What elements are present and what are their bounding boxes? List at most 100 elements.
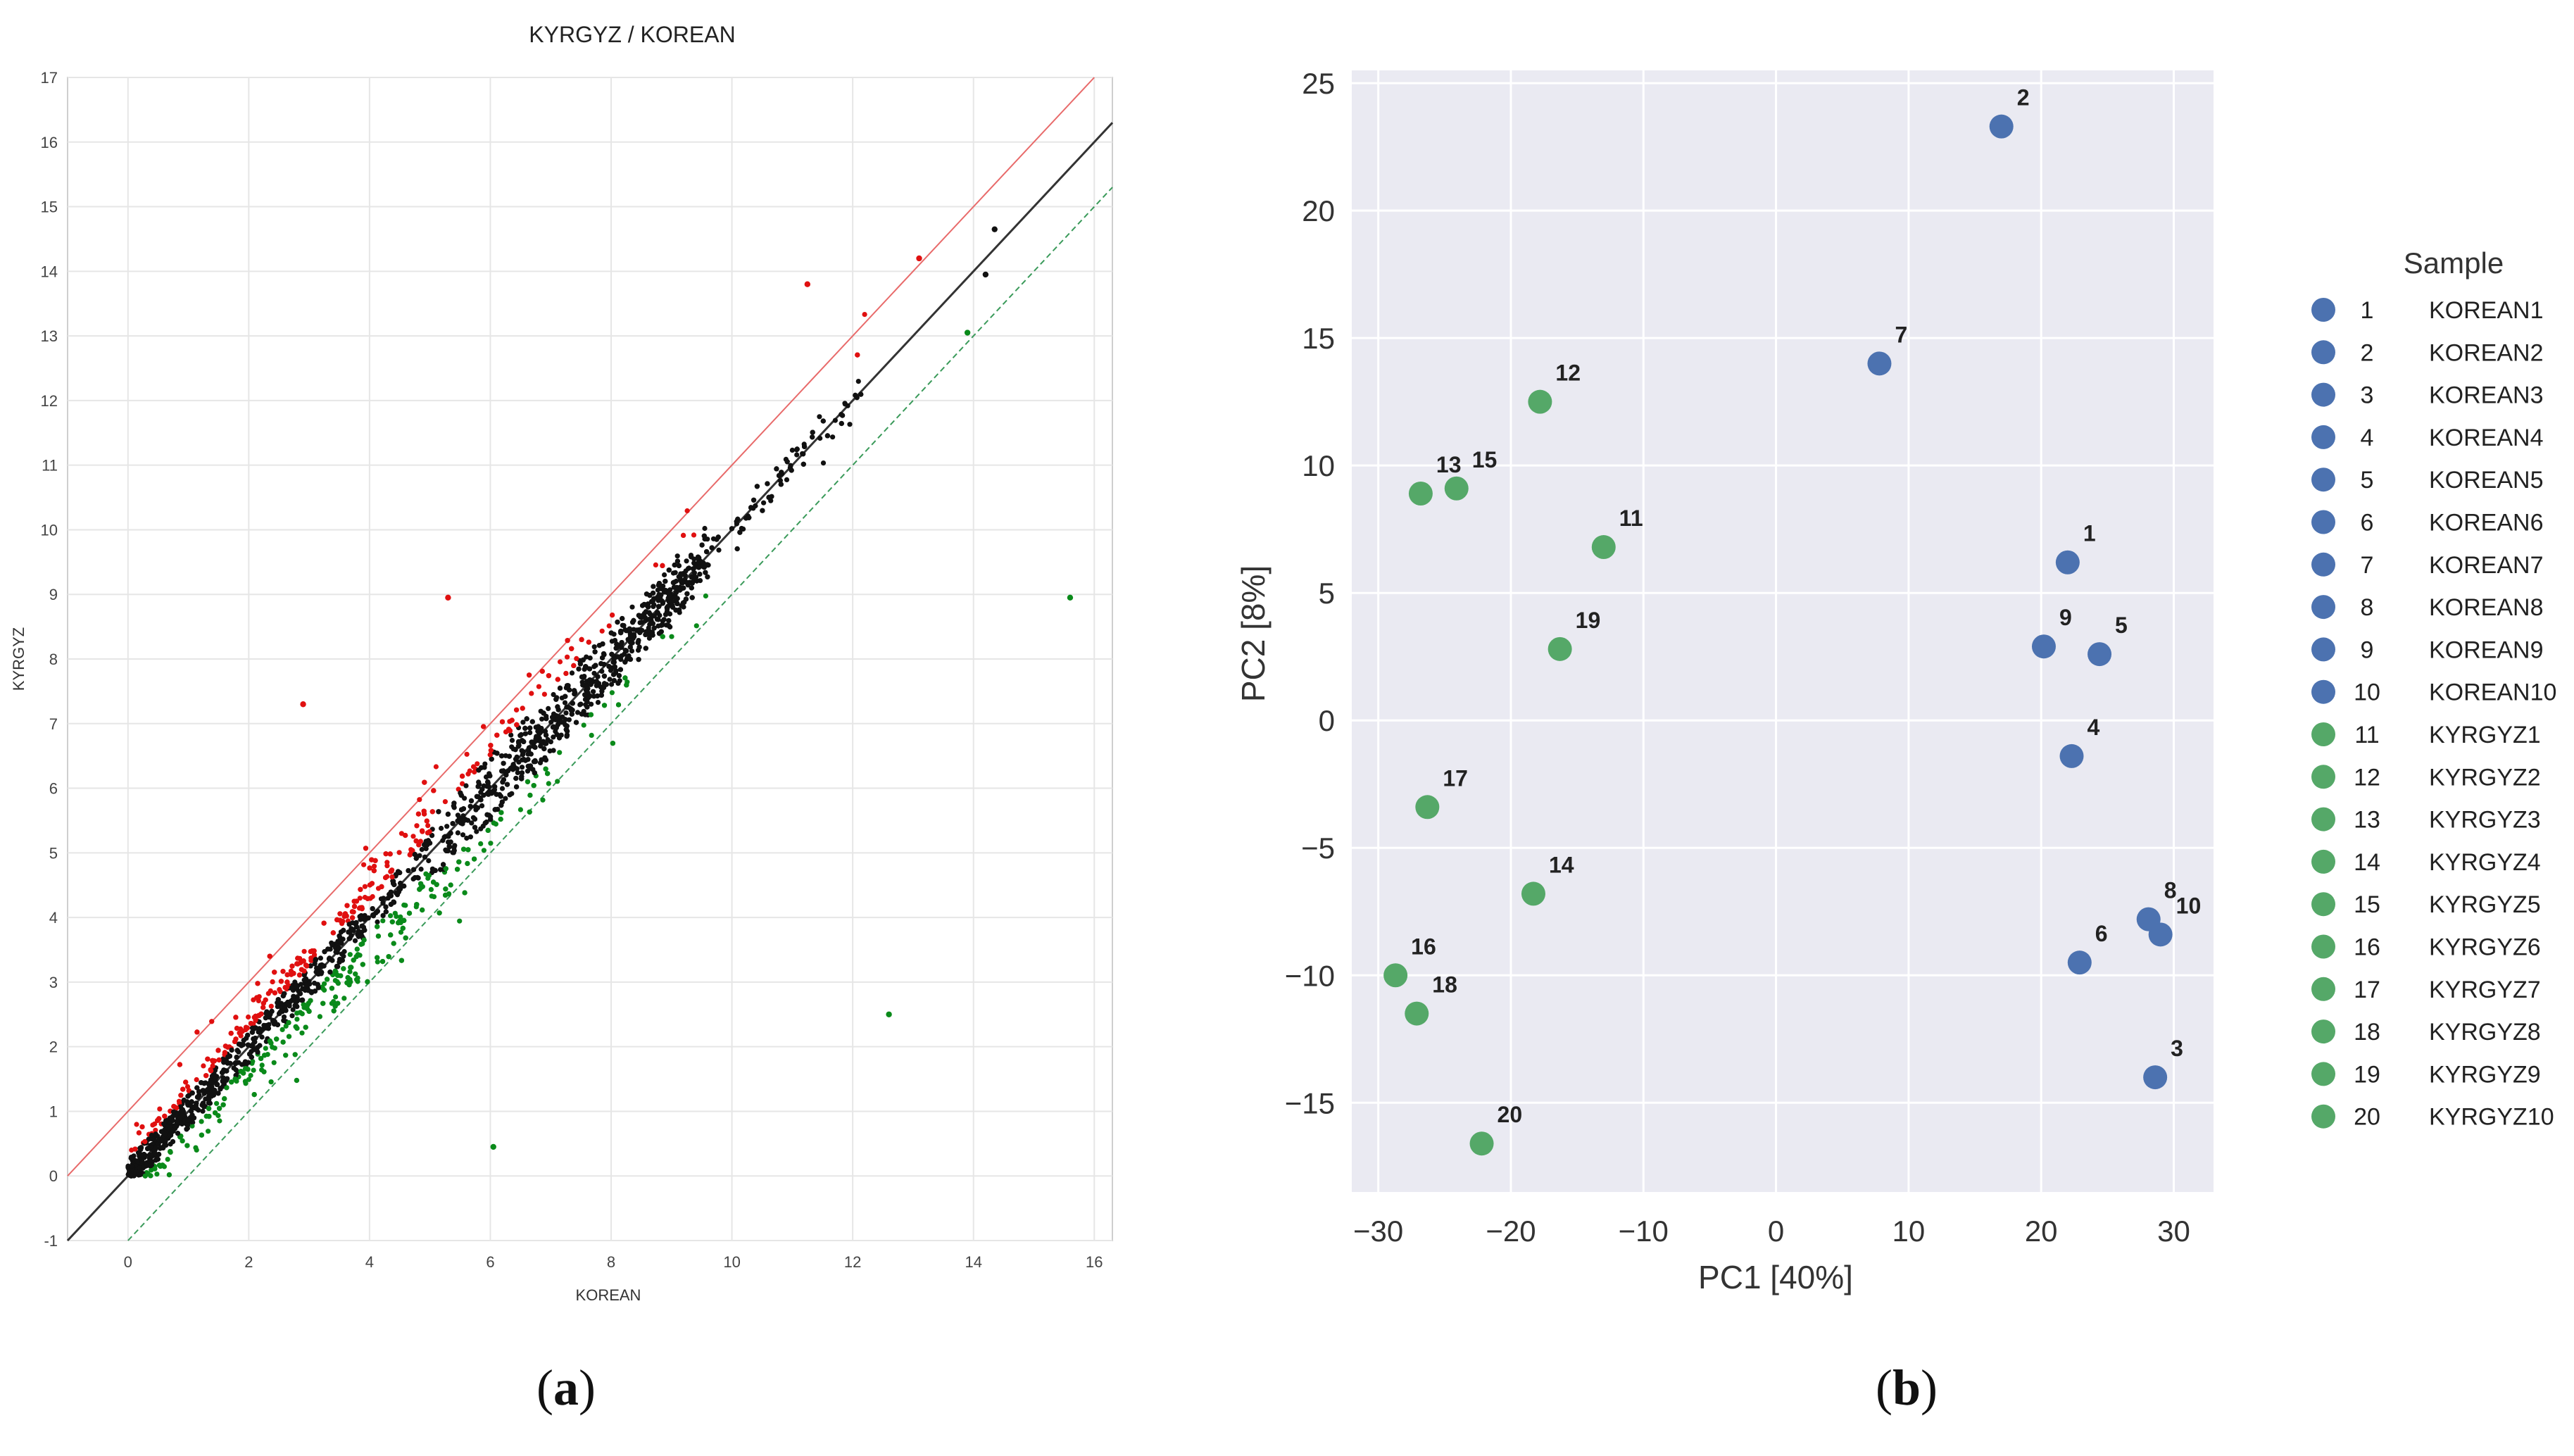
- legend-sample-number: 11: [2354, 722, 2379, 748]
- chart-a-data-point: [591, 670, 597, 676]
- chart-a-data-point: [286, 1019, 291, 1026]
- chart-a-data-point: [180, 1138, 185, 1143]
- chart-a-data-point: [295, 997, 301, 1003]
- chart-a-data-point: [610, 613, 615, 618]
- chart-a-data-point: [478, 841, 484, 846]
- chart-a-data-point: [491, 820, 496, 826]
- chart-a-data-point: [499, 786, 506, 791]
- chart-a-data-point: [443, 866, 448, 872]
- chart-a-data-point: [400, 925, 406, 931]
- chart-a-data-point: [522, 725, 528, 731]
- pca-point-korean3: [2143, 1065, 2168, 1090]
- chart-a-data-point: [296, 972, 303, 978]
- chart-a-data-point: [150, 1122, 156, 1128]
- chart-a-data-point: [223, 1058, 229, 1063]
- chart-a-y-tick-label: 1: [49, 1103, 58, 1120]
- chart-a-y-tick-label: 12: [41, 392, 58, 410]
- pca-point-kyrgyz2: [1528, 389, 1552, 414]
- chart-a-data-point: [591, 644, 597, 650]
- legend-sample-number: 10: [2354, 679, 2380, 706]
- chart-a-data-point: [529, 719, 535, 724]
- chart-a-data-point: [401, 917, 407, 923]
- chart-a-data-point: [693, 623, 699, 629]
- chart-a-data-point: [456, 786, 461, 792]
- chart-a-data-point: [333, 994, 339, 1000]
- chart-a-data-point: [259, 1034, 265, 1040]
- chart-a-data-point: [647, 629, 653, 634]
- pca-point-label: 6: [2095, 921, 2108, 946]
- chart-a-data-point: [352, 938, 358, 943]
- chart-a-data-point: [388, 932, 394, 938]
- chart-a-data-point: [189, 1090, 195, 1096]
- chart-a-y-tick-label: 13: [41, 327, 58, 345]
- legend-sample-number: 14: [2354, 849, 2380, 876]
- chart-a-data-point: [538, 743, 544, 749]
- chart-a-data-point: [557, 685, 563, 691]
- chart-a-data-point: [312, 989, 318, 994]
- chart-a-data-point: [394, 914, 399, 920]
- chart-a-data-point: [341, 953, 346, 959]
- chart-a-data-point: [418, 866, 424, 872]
- panel-b-close-paren: ): [1921, 1360, 1938, 1416]
- chart-a-data-point: [569, 711, 575, 717]
- chart-a-data-point: [540, 797, 546, 803]
- chart-a-data-point: [294, 1010, 300, 1016]
- chart-a-data-point: [588, 712, 594, 717]
- chart-a-data-point: [546, 673, 552, 679]
- chart-a-data-point: [619, 644, 624, 651]
- chart-a-data-point: [375, 919, 380, 925]
- chart-a-data-point: [629, 648, 635, 654]
- chart-b-x-tick-label: −20: [1486, 1215, 1536, 1248]
- chart-a-data-point: [391, 941, 396, 946]
- chart-a-data-point: [351, 903, 358, 909]
- chart-a-data-point: [519, 774, 525, 779]
- chart-a-data-point: [842, 401, 848, 407]
- chart-b-y-tick-label: −5: [1301, 831, 1335, 865]
- chart-a-data-point: [509, 717, 515, 723]
- panel-b-letter: b: [1892, 1360, 1921, 1416]
- chart-a-points: [125, 226, 1074, 1179]
- chart-a-data-point: [137, 1165, 142, 1171]
- chart-a-data-point: [622, 648, 629, 653]
- chart-a-data-point: [596, 643, 603, 648]
- chart-a-data-point: [476, 779, 482, 785]
- chart-a-data-point: [666, 623, 672, 629]
- chart-a-data-point: [699, 542, 705, 548]
- chart-a-data-point: [536, 724, 541, 729]
- chart-a-data-point: [260, 1005, 266, 1010]
- chart-a-data-point: [553, 696, 559, 702]
- chart-a-data-point: [420, 828, 425, 834]
- pca-point-kyrgyz10: [1469, 1131, 1494, 1156]
- chart-a-data-point: [283, 1023, 289, 1029]
- chart-a-data-point: [488, 748, 494, 753]
- chart-a-data-point: [710, 536, 717, 541]
- chart-a-data-point: [220, 1102, 226, 1107]
- chart-b-y-tick-label: −15: [1285, 1086, 1335, 1119]
- chart-a-data-point: [463, 783, 469, 789]
- chart-a-data-point: [696, 565, 702, 570]
- chart-a-data-point: [365, 896, 370, 901]
- chart-a-data-point: [481, 792, 486, 798]
- chart-a-data-point: [361, 937, 367, 943]
- chart-a-data-point: [655, 617, 661, 622]
- chart-a-data-point: [587, 655, 593, 661]
- chart-a-data-point: [599, 628, 605, 634]
- chart-a-x-tick-label: 16: [1086, 1253, 1103, 1271]
- chart-a-data-point: [268, 1003, 274, 1009]
- chart-a-data-point: [249, 1029, 255, 1035]
- chart-a-data-point: [681, 585, 686, 591]
- chart-a-data-point: [716, 547, 722, 553]
- pca-point-korean7: [1867, 351, 1892, 376]
- chart-a-data-point: [205, 1086, 211, 1093]
- chart-a-data-point: [674, 553, 680, 559]
- chart-a-data-point: [207, 1100, 213, 1106]
- chart-a-data-point: [672, 562, 677, 568]
- chart-a-data-point: [274, 1036, 280, 1042]
- legend-marker: [2311, 849, 2335, 874]
- chart-a-data-point: [386, 954, 391, 960]
- chart-a-data-point: [360, 962, 365, 967]
- chart-a-data-point: [320, 986, 325, 991]
- chart-a-data-point: [375, 934, 382, 939]
- legend-sample-number: 20: [2354, 1104, 2380, 1131]
